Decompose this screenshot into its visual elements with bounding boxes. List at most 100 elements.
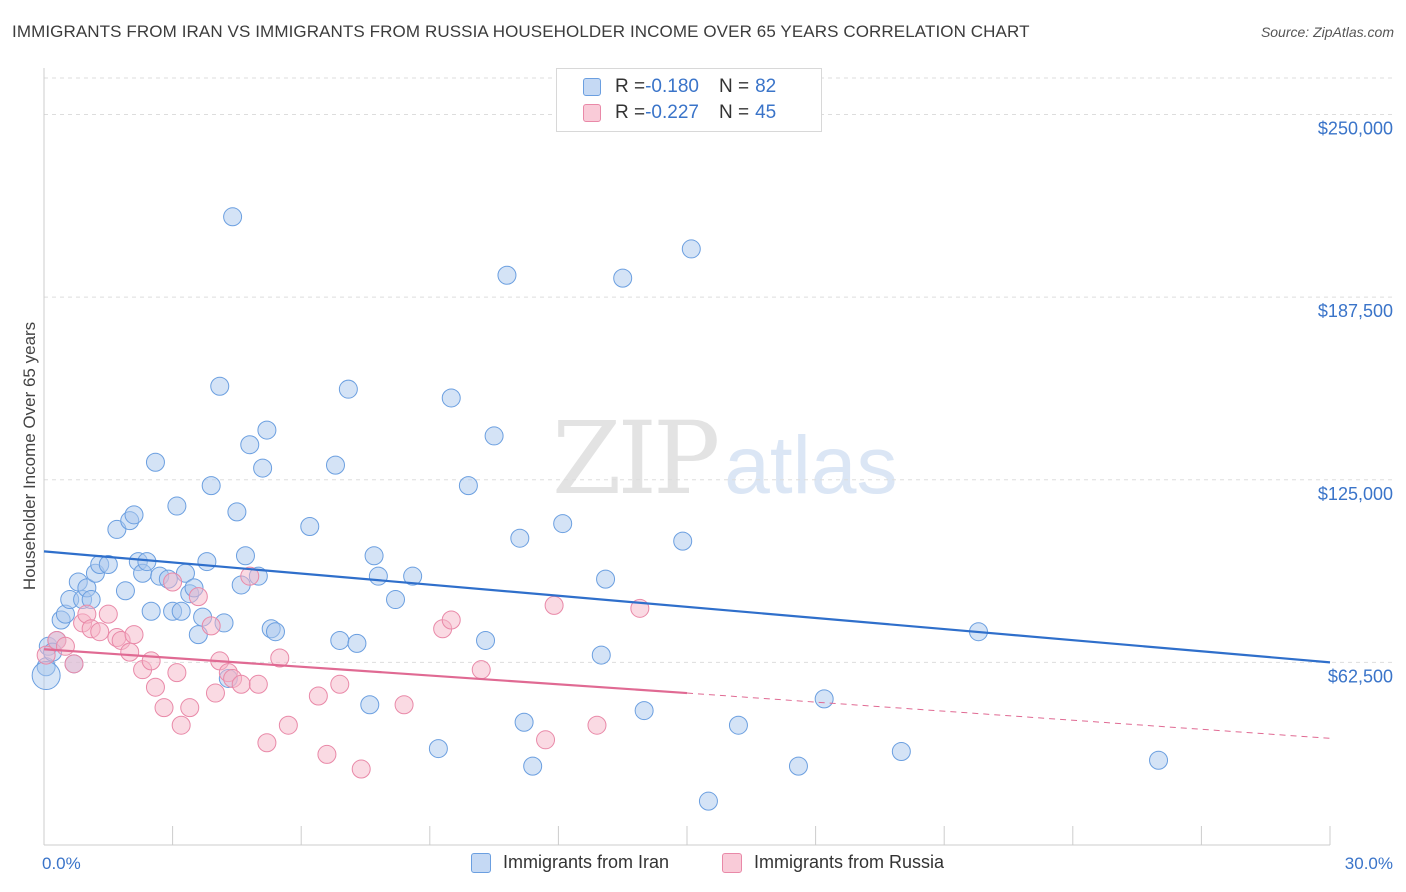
legend-r-label-russia: R = — [615, 102, 646, 123]
x-tick-label-max: 30.0% — [1345, 854, 1393, 873]
russia-point — [163, 572, 183, 592]
iran-point — [553, 514, 573, 534]
iran-point — [681, 239, 701, 259]
iran-point — [330, 630, 350, 650]
iran-point — [428, 739, 448, 759]
iran-point — [201, 476, 221, 496]
series-legend-label-russia: Immigrants from Russia — [754, 852, 945, 872]
iran-point — [98, 554, 118, 574]
iran-point — [510, 528, 530, 548]
iran-point — [124, 505, 144, 525]
x-tick-label-min: 0.0% — [42, 854, 81, 873]
russia-point — [278, 715, 298, 735]
iran-point — [814, 689, 834, 709]
iran-point — [458, 476, 478, 496]
iran-point — [347, 633, 367, 653]
iran-point — [145, 452, 165, 472]
iran-point — [115, 581, 135, 601]
iran-point — [1149, 750, 1169, 770]
russia-point — [308, 686, 328, 706]
legend-n-label-iran: N = — [718, 76, 750, 97]
iran-trend-line — [43, 550, 1331, 664]
series-legend-iran[interactable]: Immigrants from Iran — [471, 852, 669, 873]
axis-labels: $62,500 $125,000 $187,500 $250,000 0.0% 30.0%… — [20, 119, 1393, 873]
series-legend-swatch-iran — [471, 852, 491, 873]
source-credit: Source: ZipAtlas.com — [1260, 24, 1394, 40]
iran-point — [368, 566, 388, 586]
iran-point — [364, 546, 384, 566]
russia-trend-line-extension — [686, 692, 1331, 739]
russia-point — [154, 698, 174, 718]
iran-point — [300, 517, 320, 537]
russia-point — [98, 604, 118, 624]
iran-point — [596, 569, 616, 589]
iran-point — [171, 601, 191, 621]
iran-point — [514, 712, 534, 732]
iran-point — [673, 531, 693, 551]
russia-point — [90, 622, 110, 642]
trend-lines — [43, 550, 1331, 739]
series-russia-points — [36, 566, 650, 779]
legend-row-iran: R = -0.180 N = 82 — [583, 75, 776, 99]
legend-r-value-russia: -0.227 — [645, 102, 699, 123]
russia-point — [205, 683, 225, 703]
legend-n-value-iran: 82 — [755, 76, 777, 97]
iran-point — [613, 268, 633, 288]
iran-point — [360, 695, 380, 715]
legend-r-value-iran: -0.180 — [645, 76, 699, 97]
iran-point — [240, 435, 260, 455]
legend-swatch-iran — [583, 78, 601, 96]
y-tick-label: $250,000 — [1318, 119, 1393, 139]
iran-point — [441, 388, 461, 408]
legend-swatch-russia — [583, 104, 601, 122]
iran-point — [728, 715, 748, 735]
iran-point — [253, 458, 273, 478]
russia-point — [351, 759, 371, 779]
iran-point — [484, 426, 504, 446]
iran-point — [235, 546, 255, 566]
russia-point — [55, 636, 75, 656]
russia-point — [257, 733, 277, 753]
series-legend-russia[interactable]: Immigrants from Russia — [722, 852, 944, 873]
russia-point — [120, 642, 140, 662]
axes — [43, 68, 1331, 846]
iran-point — [197, 552, 217, 572]
iran-point — [31, 661, 61, 691]
y-tick-label: $125,000 — [1318, 484, 1393, 504]
iran-point — [788, 756, 808, 776]
russia-point — [536, 730, 556, 750]
chart-title: IMMIGRANTS FROM IRAN VS IMMIGRANTS FROM … — [12, 22, 1030, 41]
iran-point — [257, 420, 277, 440]
iran-point — [634, 701, 654, 721]
russia-point — [587, 715, 607, 735]
iran-point — [523, 756, 543, 776]
iran-point — [141, 601, 161, 621]
russia-point — [141, 651, 161, 671]
legend-n-value-russia: 45 — [755, 102, 777, 123]
iran-point — [403, 566, 423, 586]
russia-point — [248, 674, 268, 694]
russia-point — [441, 610, 461, 630]
iran-point — [167, 496, 187, 516]
russia-point — [471, 660, 491, 680]
russia-point — [180, 698, 200, 718]
series-legend-label-iran: Immigrants from Iran — [503, 852, 670, 872]
russia-point — [394, 695, 414, 715]
russia-point — [544, 595, 564, 615]
iran-point — [591, 645, 611, 665]
russia-point — [231, 674, 251, 694]
iran-point — [227, 502, 247, 522]
y-tick-label: $187,500 — [1318, 301, 1393, 321]
russia-point — [330, 674, 350, 694]
iran-point — [265, 622, 285, 642]
y-tick-label: $62,500 — [1328, 666, 1393, 686]
russia-point — [64, 654, 84, 674]
legend-row-russia: R = -0.227 N = 45 — [583, 101, 776, 125]
iran-point — [476, 630, 496, 650]
russia-point — [188, 587, 208, 607]
russia-point — [317, 744, 337, 764]
russia-point — [124, 625, 144, 645]
iran-point — [698, 791, 718, 811]
iran-point — [497, 265, 517, 285]
